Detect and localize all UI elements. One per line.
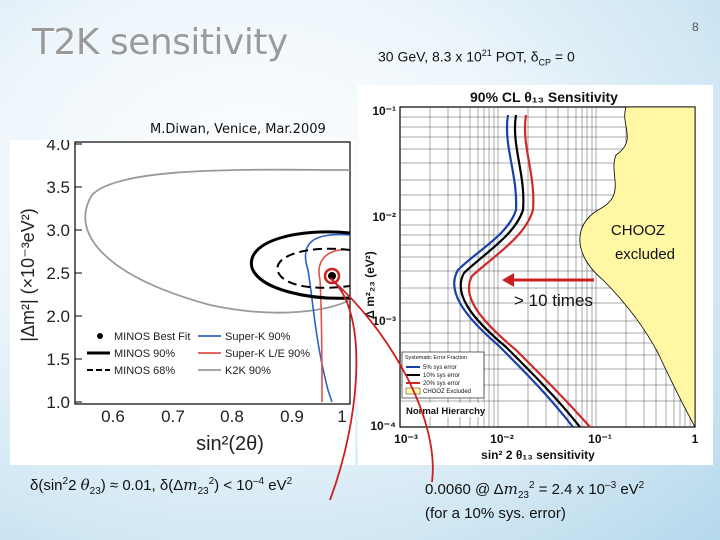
- formula-theta: θ: [80, 476, 90, 494]
- run-configuration: 30 GeV, 8.3 x 1021 POT, δCP = 0: [378, 48, 575, 67]
- legend-label: CHOOZ Excluded: [423, 389, 471, 395]
- left-x-tick-label: 1: [337, 407, 346, 426]
- slide-title: T2K sensitivity: [32, 22, 288, 63]
- left-x-tick-label: 0.7: [161, 407, 185, 426]
- formula-text: = 2.4 x 10: [534, 481, 606, 498]
- formula-text: 0.0060 @ Δ: [425, 481, 504, 498]
- formula-m: m: [503, 480, 518, 498]
- left-y-tick-label: 1.5: [46, 350, 70, 369]
- systematic-error-note: (for a 10% sys. error): [425, 505, 566, 522]
- right-y-axis-label: Δ m²₂₃ (eV²): [363, 251, 377, 319]
- author-credit: M.Diwan, Venice, Mar.2009: [150, 122, 326, 137]
- left-y-tick-label: 3.0: [46, 221, 70, 240]
- formula-m: m: [183, 476, 198, 494]
- formula-sup: 2: [62, 476, 69, 487]
- run-config-mid: POT, δ: [491, 48, 539, 65]
- formula-sup: 2: [208, 476, 215, 487]
- right-x-tick-label: 10⁻³: [394, 432, 418, 446]
- minos-best-fit-point: [328, 272, 336, 280]
- legend-label: MINOS 90%: [114, 348, 175, 360]
- right-x-tick-label: 10⁻²: [490, 432, 514, 446]
- minos-68-contour: [276, 247, 351, 289]
- legend-header: Systematic Error Fraction: [405, 355, 467, 361]
- right-plot-title: 90% CL θ₁₃ Sensitivity: [470, 89, 618, 105]
- theta13-sensitivity-plot: 90% CL θ₁₃ Sensitivity 10⁻¹ 10⁻² 10⁻³ 10…: [358, 85, 713, 465]
- k2k-90-contour: [84, 168, 351, 314]
- legend-label: Super-K 90%: [225, 331, 291, 343]
- right-x-tick-label: 10⁻¹: [588, 432, 612, 446]
- legend-swatch: [405, 387, 421, 395]
- run-config-end: = 0: [551, 48, 575, 65]
- left-y-axis-label: |Δm²| (×10⁻³eV²): [18, 208, 38, 341]
- left-y-tick-label: 1.0: [46, 393, 70, 412]
- formula-text: eV: [616, 481, 639, 498]
- improvement-label: > 10 times: [514, 291, 593, 310]
- formula-text: δ(sin: [30, 477, 63, 494]
- legend-label: K2K 90%: [225, 365, 271, 377]
- formula-sup: 2: [529, 480, 535, 491]
- legend-label: 10% sys error: [423, 373, 460, 379]
- legend-label: 20% sys error: [423, 381, 460, 387]
- left-y-tick-label: 3.5: [46, 178, 70, 197]
- formula-text: 2: [68, 477, 81, 494]
- left-x-tick-label: 0.8: [220, 407, 244, 426]
- legend-label: MINOS Best Fit: [114, 331, 190, 343]
- left-y-tick-label: 2.0: [46, 307, 70, 326]
- legend-label: MINOS 68%: [114, 365, 175, 377]
- left-plot-legend: MINOS Best Fit MINOS 90% MINOS 68% Super…: [87, 331, 310, 377]
- formula-sub: 23: [89, 486, 101, 497]
- right-plot-legend: Systematic Error Fraction 5% sys error 1…: [401, 351, 485, 399]
- superk-le-90-contour: [318, 249, 351, 403]
- right-y-tick-label: 10⁻²: [372, 210, 396, 224]
- left-x-axis-label: sin²(2θ): [196, 433, 264, 455]
- left-y-tick-marks: [75, 143, 82, 403]
- chooz-excluded-region: [579, 106, 696, 428]
- chooz-label: excluded: [615, 246, 675, 263]
- sensitivity-curve-5pct: [453, 114, 574, 428]
- left-x-tick-label: 0.9: [280, 407, 304, 426]
- arrowhead-icon: [502, 273, 514, 287]
- formula-text: ) < 10: [214, 477, 253, 494]
- page-number: 8: [692, 20, 699, 34]
- chooz-label: CHOOZ: [611, 222, 665, 239]
- left-y-tick-label: 2.5: [46, 264, 70, 283]
- formula-sup: 2: [638, 480, 645, 491]
- run-config-sub: CP: [538, 57, 552, 68]
- minos-90-contour: [250, 230, 351, 300]
- left-y-tick-label: 4.0: [46, 140, 70, 154]
- theta13-sensitivity-formula: 0.0060 @ Δm232 = 2.4 x 10–3 eV2: [425, 480, 644, 501]
- legend-label: Super-K L/E 90%: [225, 348, 310, 360]
- formula-sub: 23: [517, 490, 529, 501]
- formula-sup: –4: [252, 476, 265, 487]
- sensitivity-curve-20pct: [467, 114, 591, 428]
- run-config-exp: 21: [481, 48, 492, 58]
- formula-sup: –3: [605, 480, 617, 491]
- left-plot-background: [10, 140, 355, 465]
- left-x-tick-label: 0.6: [101, 407, 125, 426]
- formula-sup: 2: [286, 476, 293, 487]
- minos-contour-plot: 1.0 1.5 2.0 2.5 3.0 3.5 4.0 0.6 0.7 0.8 …: [10, 140, 355, 465]
- right-x-tick-label: 1: [692, 432, 699, 446]
- run-config-main: 30 GeV, 8.3 x 10: [378, 48, 482, 65]
- sensitivity-curve-10pct: [459, 114, 581, 428]
- hierarchy-label: Normal Hierarchy: [406, 406, 486, 417]
- right-y-tick-label: 10⁻⁴: [370, 419, 396, 433]
- formula-sub: 23: [197, 486, 209, 497]
- right-y-tick-label: 10⁻¹: [372, 104, 396, 118]
- formula-text: ) ≈ 0.01, δ(Δ: [100, 477, 184, 494]
- right-x-axis-label: sin² 2 θ₁₃ sensitivity: [481, 448, 595, 462]
- theta23-precision-formula: δ(sin22 θ23) ≈ 0.01, δ(Δm232) < 10–4 eV2: [30, 476, 292, 497]
- formula-text: eV: [264, 477, 287, 494]
- legend-dot-icon: [97, 333, 103, 339]
- legend-label: 5% sys error: [423, 365, 457, 371]
